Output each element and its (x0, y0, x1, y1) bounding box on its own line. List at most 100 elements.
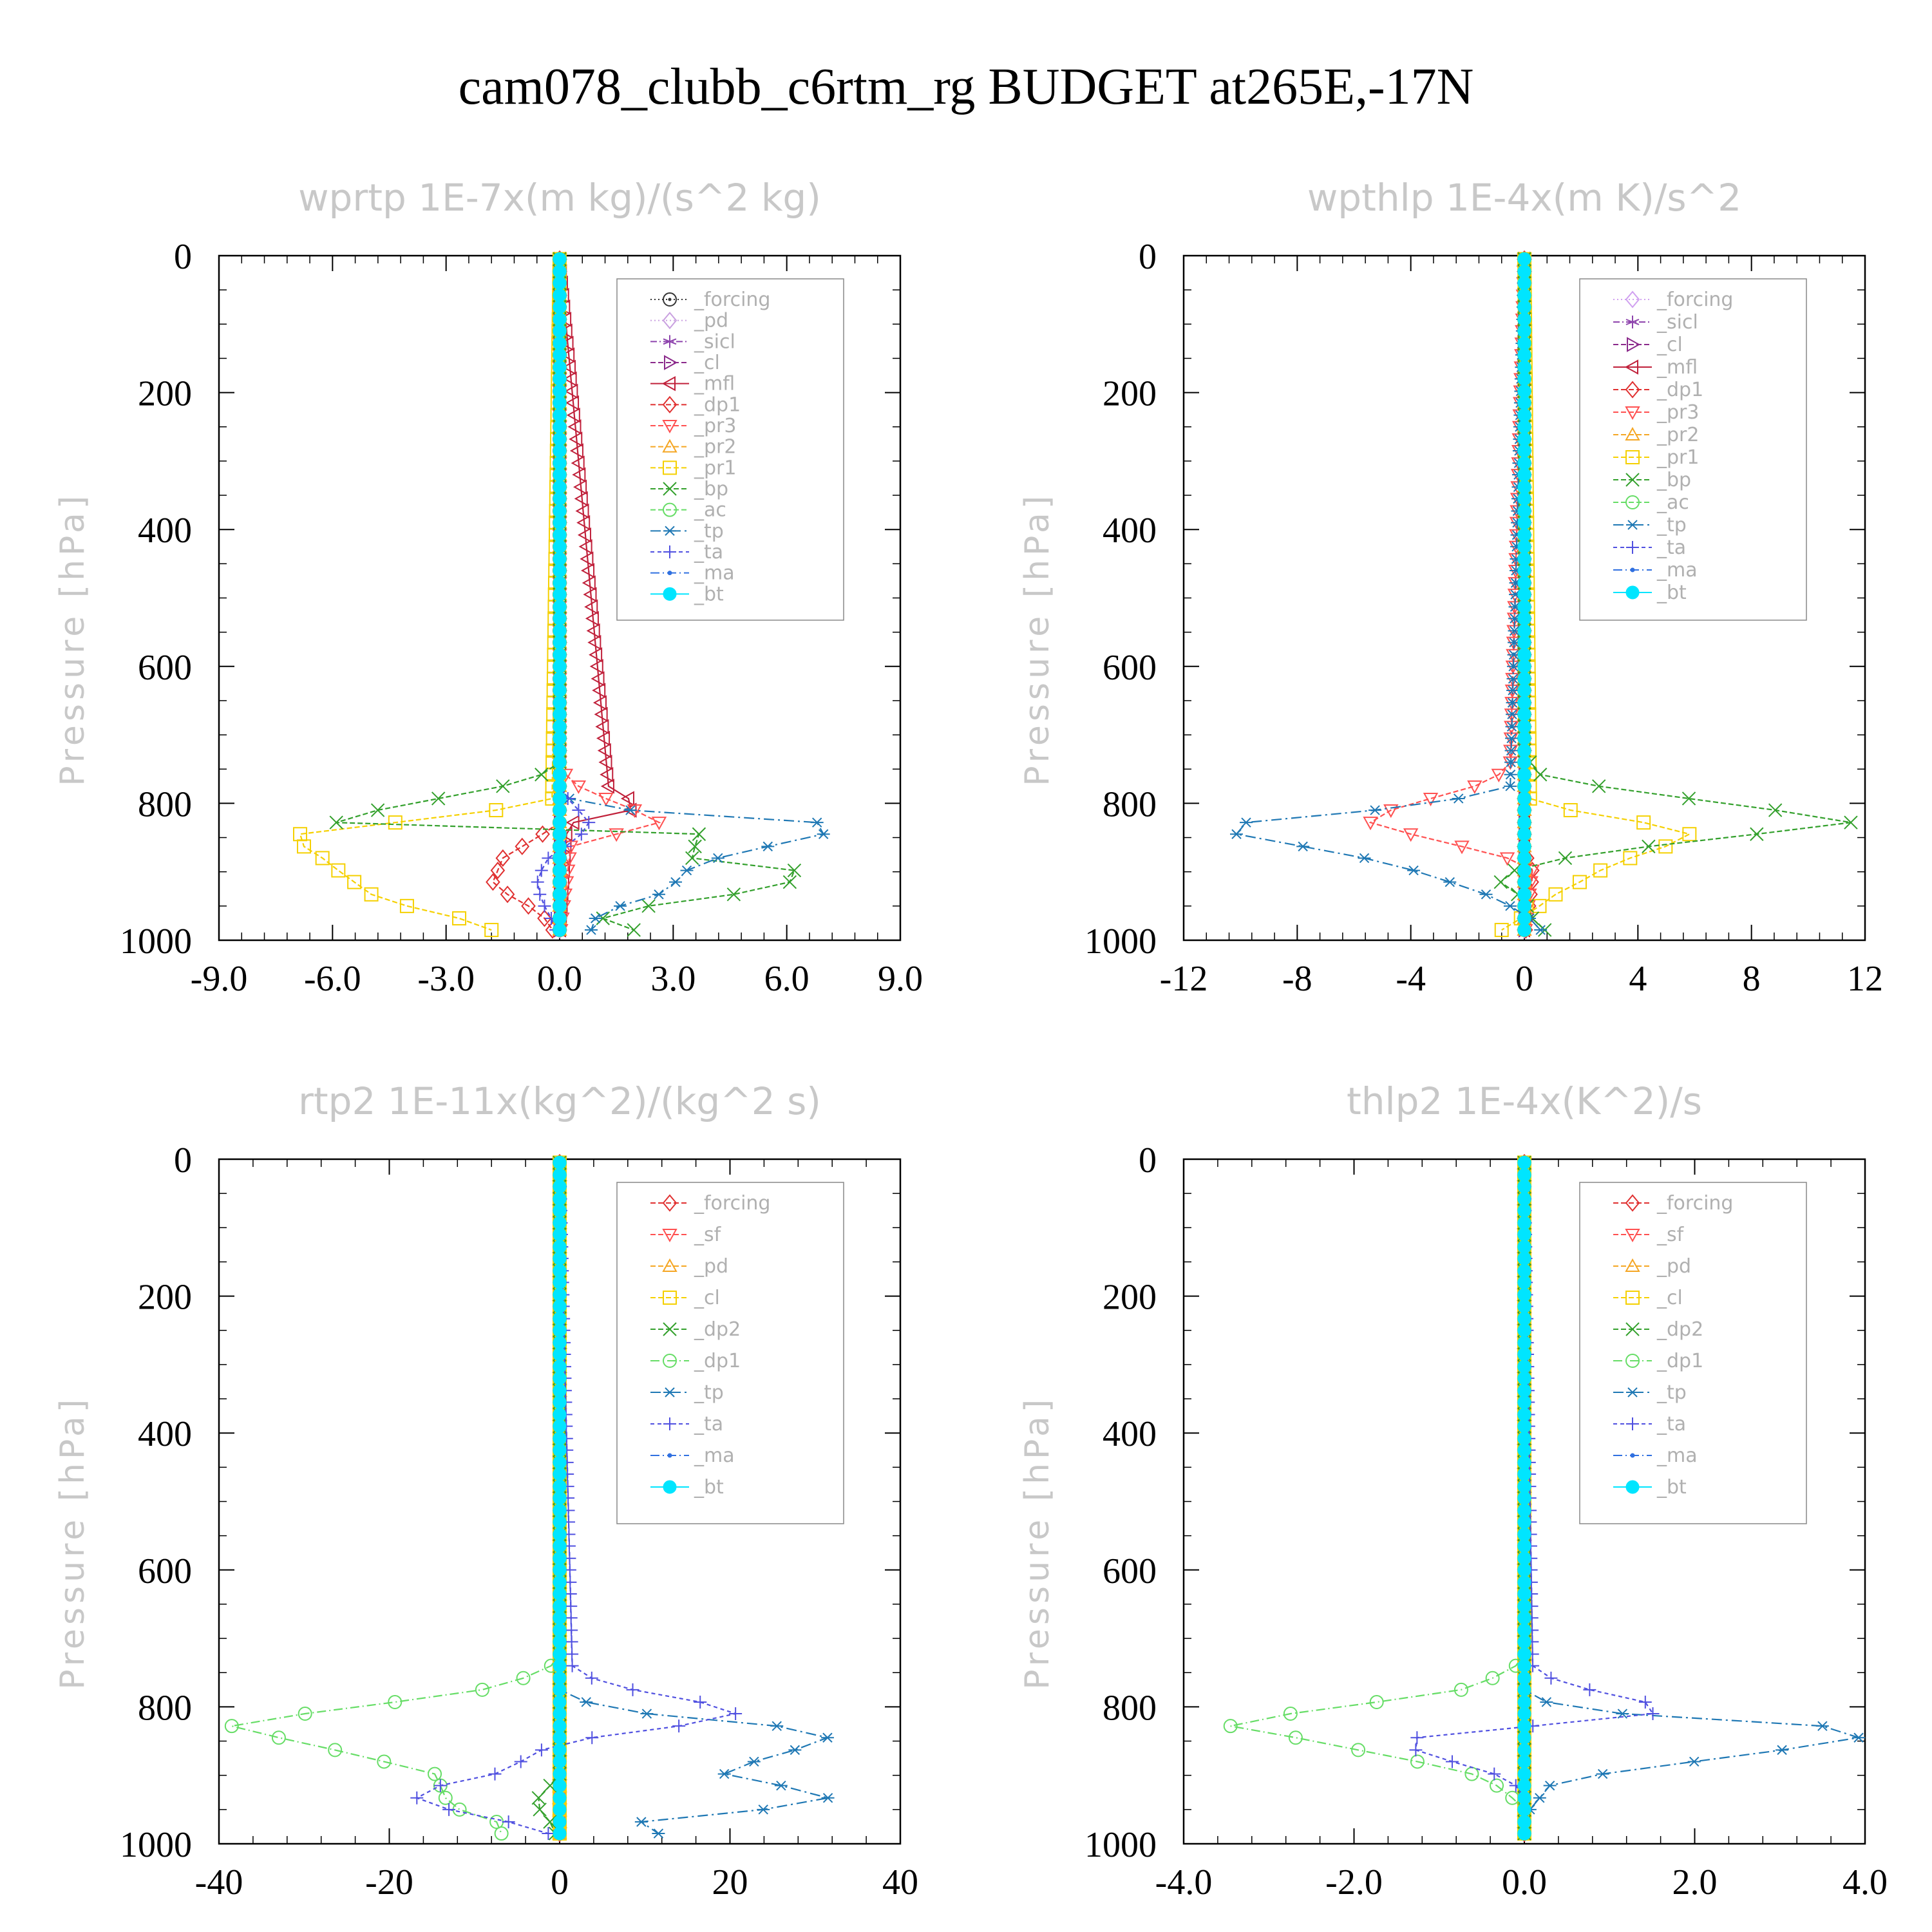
data-point-mfl (577, 527, 591, 543)
data-point-bt (553, 587, 567, 601)
data-point-bt (1517, 1539, 1531, 1553)
legend-label: _bt (694, 1476, 724, 1499)
legend-label: _dp1 (694, 1350, 741, 1372)
legend-item-ma: _ma (1613, 1444, 1698, 1467)
legend-item-forcing: _forcing (1613, 289, 1733, 311)
data-point-bt (1517, 516, 1531, 530)
data-point-dp1 (438, 1790, 453, 1805)
data-point-tp (820, 1732, 834, 1743)
data-point-bt (553, 1419, 567, 1434)
y-axis-label: Pressure [hPa] (53, 492, 92, 786)
x-tick-label: 3.0 (650, 959, 696, 999)
data-point-bt (553, 1227, 567, 1242)
legend-label: _ma (1656, 559, 1698, 582)
data-point-bt (1517, 1730, 1531, 1745)
data-point-pr1 (1636, 815, 1651, 830)
data-point-bt (553, 1683, 567, 1697)
legend-marker (1625, 585, 1640, 600)
series-line-dp1 (231, 1162, 561, 1834)
data-point-tp (1687, 1756, 1701, 1767)
data-point-bt (1517, 552, 1531, 566)
data-point-bt (553, 1395, 567, 1409)
data-point-tp (788, 1745, 802, 1756)
data-point-bt (553, 755, 567, 770)
data-point-bt (553, 300, 567, 314)
data-point-tp (774, 1780, 788, 1791)
x-tick-label: -12 (1160, 959, 1208, 999)
data-point-bt (553, 1671, 567, 1685)
data-point-bt (1517, 1180, 1531, 1194)
data-point-tp (1506, 697, 1519, 708)
data-point-bt (553, 624, 567, 638)
data-point-bt (553, 1779, 567, 1793)
data-point-bt (1517, 1563, 1531, 1577)
data-point-ta (672, 1719, 686, 1733)
data-point-bt (553, 576, 567, 590)
data-point-bt (553, 923, 567, 937)
data-point-bt (553, 264, 567, 278)
legend-marker (1627, 337, 1641, 352)
legend-label: _forcing (1656, 1192, 1733, 1215)
legend-marker (663, 545, 676, 558)
data-point-bt (1517, 636, 1531, 650)
legend-label: _cl (694, 352, 720, 374)
data-point-ta (585, 1671, 598, 1685)
legend-item-cl: _cl (1613, 1287, 1683, 1309)
data-point-mfl (567, 419, 582, 435)
data-point-mfl (562, 359, 576, 375)
data-point-tp (1443, 876, 1457, 887)
data-point-dp1 (495, 849, 511, 867)
data-point-pr1 (364, 887, 379, 902)
data-point-bt (553, 1491, 567, 1505)
y-axis-label: Pressure [hPa] (53, 1396, 92, 1690)
legend-item-ma: _ma (650, 1444, 735, 1467)
data-point-bt (553, 1563, 567, 1577)
legend-label: _ta (694, 541, 723, 564)
data-point-mfl (563, 371, 577, 387)
legend-marker (667, 1453, 672, 1458)
data-point-bt (1517, 1467, 1531, 1481)
data-point-bt (1517, 1240, 1531, 1254)
data-point-bt (1517, 372, 1531, 386)
data-point-bt (1517, 1455, 1531, 1470)
data-point-bt (1517, 1251, 1531, 1265)
data-point-ta (1583, 1683, 1596, 1696)
data-point-bt (1517, 468, 1531, 482)
data-point-tp (1616, 1709, 1629, 1719)
x-tick-label: 0.0 (537, 959, 582, 999)
legend-marker (1625, 1194, 1640, 1212)
data-point-tp (821, 1793, 835, 1803)
legend-item-dp2: _dp2 (650, 1318, 741, 1341)
data-point-tp (623, 805, 637, 815)
data-point-bp (1681, 791, 1696, 806)
figure-title: cam078_clubb_c6rtm_rg BUDGET at265E,-17N (458, 59, 1474, 115)
y-tick-label: 600 (138, 1551, 192, 1591)
data-point-bt (1517, 1407, 1531, 1421)
data-point-dp1 (388, 1694, 402, 1709)
data-point-pr1 (1563, 803, 1578, 818)
data-point-bt (553, 864, 567, 878)
data-point-bp (782, 875, 797, 889)
series-line-pr3 (1368, 259, 1533, 931)
series-bt (1517, 1155, 1531, 1841)
series-pr3 (1363, 253, 1540, 938)
data-point-bt (1517, 827, 1531, 841)
data-point-pr1 (1623, 851, 1638, 866)
legend-label: _forcing (694, 289, 770, 311)
legend: _forcing _sf _pd _cl _dp2 _dp1 _tp _ta _ma _bt (616, 1182, 844, 1524)
data-point-ta (542, 1827, 555, 1841)
data-point-bt (553, 1312, 567, 1326)
data-point-pr1 (1494, 923, 1509, 938)
legend-label: _cl (1656, 1287, 1683, 1309)
data-point-ta (564, 1600, 578, 1613)
legend-label: _sicl (694, 330, 735, 353)
data-point-tp (1504, 781, 1517, 791)
data-point-ta (533, 887, 547, 901)
data-point-bt (553, 1359, 567, 1374)
series-line-dp1 (492, 259, 561, 931)
data-point-bp (726, 887, 741, 902)
data-point-pr1 (1593, 863, 1608, 878)
data-point-ta (531, 875, 544, 889)
data-point-tp (1504, 757, 1518, 768)
data-point-bt (553, 1730, 567, 1745)
